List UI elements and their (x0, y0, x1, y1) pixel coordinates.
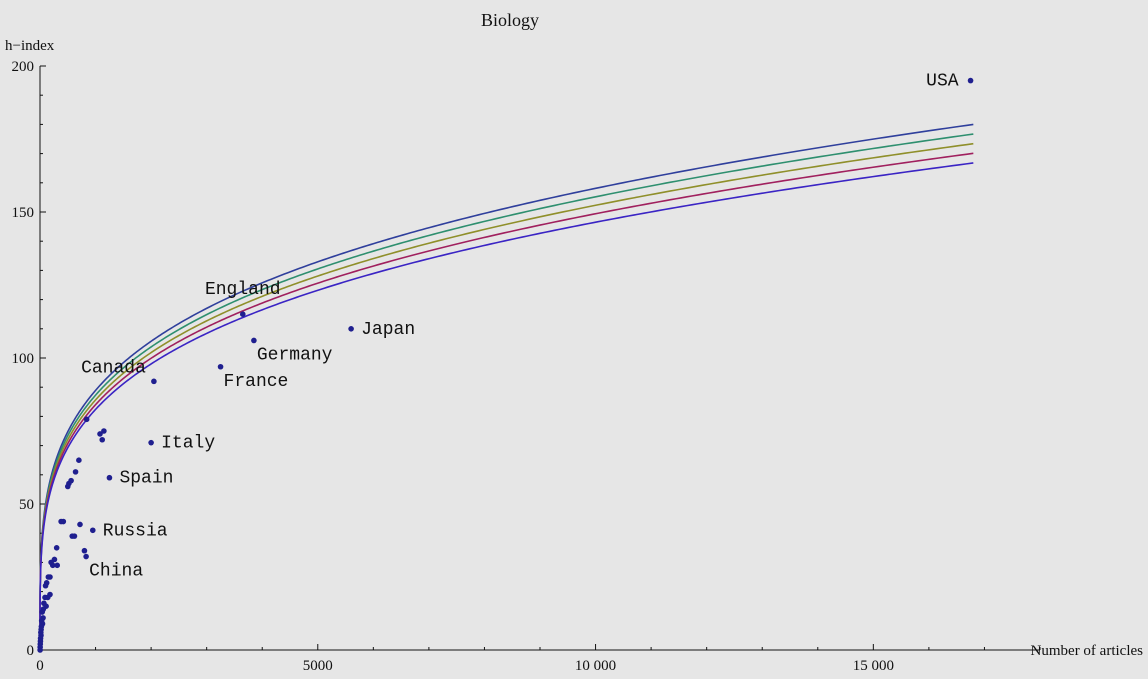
point-label-italy: Italy (161, 434, 215, 454)
x-axis-label: Number of articles (1031, 643, 1144, 659)
y-tick-label: 150 (12, 205, 35, 221)
y-tick-label: 0 (27, 643, 35, 659)
point-label-england: England (205, 280, 281, 300)
y-axis-label: h−index (5, 38, 55, 54)
data-point-usa (967, 77, 974, 84)
data-point (39, 609, 46, 615)
y-tick-label: 100 (12, 351, 35, 367)
x-tick-label: 10 000 (575, 658, 616, 674)
fit-curve (39, 152, 974, 650)
point-label-russia: Russia (103, 521, 168, 541)
data-point (64, 483, 71, 490)
fit-curve (39, 133, 974, 650)
data-point-italy (148, 439, 154, 446)
point-label-canada: Canada (81, 358, 146, 378)
point-label-germany: Germany (257, 345, 333, 365)
data-point (77, 521, 83, 528)
chart-title: Biology (481, 10, 539, 30)
point-label-spain: Spain (119, 469, 173, 489)
data-point (83, 416, 90, 423)
data-point (37, 647, 43, 653)
data-point-spain (106, 474, 113, 481)
fit-curve (39, 142, 974, 650)
data-point (42, 594, 48, 601)
y-tick-label: 50 (19, 497, 34, 513)
data-point-japan (348, 326, 354, 332)
data-point (58, 518, 64, 525)
point-labels: USA England Japan Germany France Canada Italy S… (81, 72, 959, 582)
data-point-canada (151, 378, 157, 385)
fit-curves (39, 123, 974, 650)
data-point (72, 469, 79, 475)
data-point (48, 559, 54, 566)
fit-curve (39, 123, 974, 650)
data-point (101, 428, 107, 434)
y-tick-label: 200 (12, 59, 35, 75)
axes: 0 5000 10 000 15 000 0 50 100 150 200 (12, 59, 1041, 674)
point-label-china: China (89, 562, 143, 582)
data-points (37, 77, 974, 653)
data-point-germany (251, 337, 257, 344)
data-point-france (217, 363, 224, 370)
point-label-france: France (224, 372, 289, 392)
data-point (97, 431, 103, 437)
data-point-england (239, 311, 246, 318)
data-point (53, 545, 60, 551)
x-tick-label: 15 000 (853, 658, 894, 674)
data-point (42, 582, 49, 589)
data-point (45, 574, 52, 580)
fit-curve (39, 162, 974, 650)
data-point-china (83, 553, 89, 560)
data-point (76, 457, 82, 464)
data-point (71, 533, 78, 539)
data-point (54, 562, 61, 569)
x-tick-label: 0 (36, 658, 44, 674)
data-point-russia (89, 527, 96, 534)
data-point (81, 547, 88, 554)
point-label-usa: USA (926, 72, 959, 92)
x-tick-label: 5000 (303, 658, 333, 674)
point-label-japan: Japan (361, 320, 415, 340)
data-point (99, 436, 106, 443)
